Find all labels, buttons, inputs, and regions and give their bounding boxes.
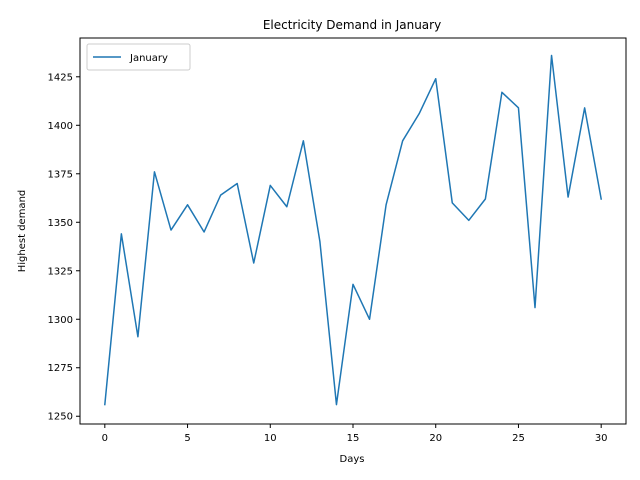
x-tick-label: 0 xyxy=(102,433,108,444)
y-tick-label: 1325 xyxy=(48,266,73,277)
series-line-january xyxy=(104,54,603,406)
y-tick-label: 1425 xyxy=(48,72,73,83)
y-tick-label: 1350 xyxy=(48,218,73,229)
chart-title: Electricity Demand in January xyxy=(263,18,441,32)
plot-frame xyxy=(79,37,627,425)
y-axis: 1250 1275 1300 1325 1350 1375 1400 1425 xyxy=(48,72,80,423)
legend: January xyxy=(86,43,191,71)
x-axis: 0 5 10 15 20 25 30 xyxy=(102,424,608,444)
y-tick-label: 1400 xyxy=(48,121,73,132)
x-tick-label: 5 xyxy=(184,433,190,444)
y-tick-label: 1250 xyxy=(48,412,73,423)
y-tick-label: 1375 xyxy=(48,169,73,180)
x-axis-label: Days xyxy=(340,454,365,465)
x-tick-label: 30 xyxy=(595,433,608,444)
series-layer xyxy=(104,54,603,406)
y-tick-label: 1275 xyxy=(48,363,73,374)
x-tick-label: 15 xyxy=(347,433,360,444)
legend-label-january: January xyxy=(129,53,168,64)
x-tick-label: 20 xyxy=(429,433,442,444)
y-tick-label: 1300 xyxy=(48,315,73,326)
plot-area xyxy=(80,38,626,424)
x-tick-label: 10 xyxy=(264,433,277,444)
x-tick-label: 25 xyxy=(512,433,525,444)
legend-box xyxy=(86,43,191,71)
y-axis-label: Highest demand xyxy=(17,190,28,273)
